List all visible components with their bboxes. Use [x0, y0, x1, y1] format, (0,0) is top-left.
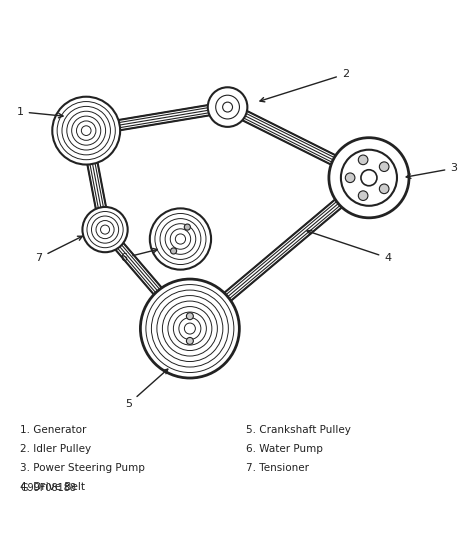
Text: 7. Tensioner: 7. Tensioner	[246, 463, 310, 473]
Circle shape	[361, 170, 377, 186]
Text: 1. Generator: 1. Generator	[20, 425, 87, 435]
Circle shape	[358, 191, 368, 201]
Text: 1: 1	[17, 107, 63, 118]
Circle shape	[358, 155, 368, 165]
Text: 6: 6	[120, 249, 157, 263]
Circle shape	[341, 150, 397, 206]
Circle shape	[82, 207, 128, 252]
Text: 2: 2	[260, 69, 349, 102]
Circle shape	[379, 184, 389, 194]
Text: G99F08188: G99F08188	[20, 484, 76, 493]
Circle shape	[150, 208, 211, 270]
Circle shape	[186, 337, 193, 344]
Circle shape	[379, 162, 389, 171]
Text: 4: 4	[307, 230, 392, 263]
Text: 6. Water Pump: 6. Water Pump	[246, 444, 323, 454]
Circle shape	[216, 95, 239, 119]
Text: 2. Idler Pulley: 2. Idler Pulley	[20, 444, 91, 454]
Text: 4. Drive Belt: 4. Drive Belt	[20, 481, 85, 492]
Circle shape	[52, 97, 120, 165]
Circle shape	[346, 173, 355, 183]
Circle shape	[223, 102, 233, 112]
Text: 3: 3	[406, 163, 457, 178]
Text: 5. Crankshaft Pulley: 5. Crankshaft Pulley	[246, 425, 351, 435]
Circle shape	[186, 313, 193, 320]
Circle shape	[140, 279, 239, 378]
Text: 5: 5	[125, 369, 168, 409]
Text: 7: 7	[36, 236, 82, 263]
Circle shape	[208, 87, 247, 127]
Circle shape	[171, 248, 177, 254]
Circle shape	[329, 138, 409, 218]
Circle shape	[184, 224, 191, 230]
Text: 3. Power Steering Pump: 3. Power Steering Pump	[20, 463, 145, 473]
